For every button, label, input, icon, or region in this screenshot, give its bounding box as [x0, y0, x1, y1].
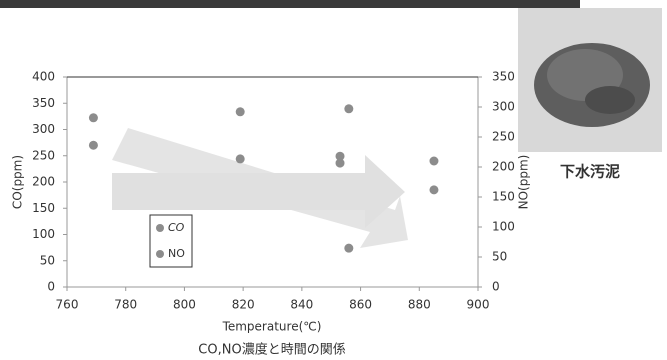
photo-caption: 下水汚泥	[560, 163, 620, 181]
y2-tick-label: 350	[492, 70, 515, 84]
legend-marker	[156, 250, 164, 258]
point	[344, 244, 353, 253]
y2-tick-label: 50	[492, 250, 507, 264]
point	[429, 185, 438, 194]
x-tick-label: 840	[290, 298, 313, 312]
point	[236, 107, 245, 116]
y-tick-label: 350	[32, 96, 55, 110]
y-tick-label: 150	[32, 201, 55, 215]
chart-title: CO,NO濃度と時間の関係	[198, 342, 345, 358]
x-tick-label: 900	[467, 298, 490, 312]
photo	[518, 8, 662, 152]
x-tick-label: 760	[56, 298, 79, 312]
y-axis-title: CO(ppm)	[11, 155, 25, 209]
y2-tick-label: 150	[492, 190, 515, 204]
y-tick-label: 400	[32, 70, 55, 84]
y-tick-label: 300	[32, 122, 55, 136]
y-tick-label: 0	[47, 280, 55, 294]
point	[89, 141, 98, 150]
legend-label: CO	[168, 221, 185, 234]
point	[336, 152, 345, 161]
top-bar	[0, 0, 580, 8]
point	[89, 113, 98, 122]
y2-axis-title: NO(ppm)	[517, 155, 531, 210]
y2-tick-label: 0	[492, 280, 500, 294]
point	[344, 104, 353, 113]
x-tick-label: 800	[173, 298, 196, 312]
point	[236, 154, 245, 163]
x-axis-title: Temperature(℃)	[222, 320, 322, 334]
y-tick-label: 250	[32, 148, 55, 162]
x-tick-label: 780	[114, 298, 137, 312]
y-tick-label: 200	[32, 175, 55, 189]
page: 下水汚泥 CO(ppm) NO(ppm) Temperature(℃) CO,N…	[0, 0, 667, 360]
x-tick-label: 880	[408, 298, 431, 312]
point	[429, 157, 438, 166]
x-tick-label: 820	[232, 298, 255, 312]
y2-tick-label: 300	[492, 100, 515, 114]
x-tick-label: 860	[349, 298, 372, 312]
y-tick-label: 100	[32, 227, 55, 241]
y-tick-label: 50	[40, 253, 55, 267]
legend-label: NO	[168, 247, 185, 260]
legend-marker	[156, 224, 164, 232]
y2-tick-label: 100	[492, 220, 515, 234]
y2-tick-label: 200	[492, 160, 515, 174]
y2-tick-label: 250	[492, 130, 515, 144]
